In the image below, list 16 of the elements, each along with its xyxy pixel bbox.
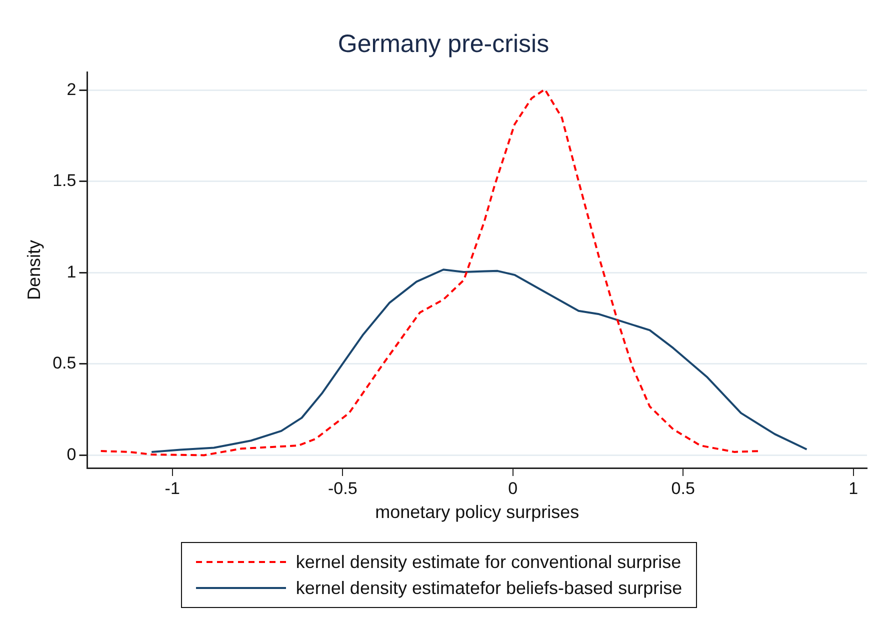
y-axis-title: Density: [24, 240, 44, 300]
x-tick-label: 0.5: [671, 478, 695, 498]
y-tick-label: 0: [66, 444, 76, 464]
legend-label: kernel density estimatefor beliefs-based surprise: [296, 577, 682, 600]
y-tick-label: 2: [66, 80, 76, 99]
y-tick-label: 1.5: [52, 171, 76, 190]
x-tick-label: 0: [508, 478, 518, 498]
x-tick-label: -0.5: [328, 478, 358, 498]
chart-title: Germany pre-crisis: [338, 30, 550, 58]
x-tick-label: -1: [164, 478, 180, 498]
legend-label: kernel density estimate for conventional surprise: [296, 551, 682, 574]
line-series: [100, 88, 760, 456]
x-axis-title: monetary policy surprises: [375, 502, 580, 522]
y-tick-label: 0.5: [52, 354, 76, 373]
y-tick-label: 1: [66, 262, 76, 282]
x-tick-label: 1: [848, 478, 858, 498]
